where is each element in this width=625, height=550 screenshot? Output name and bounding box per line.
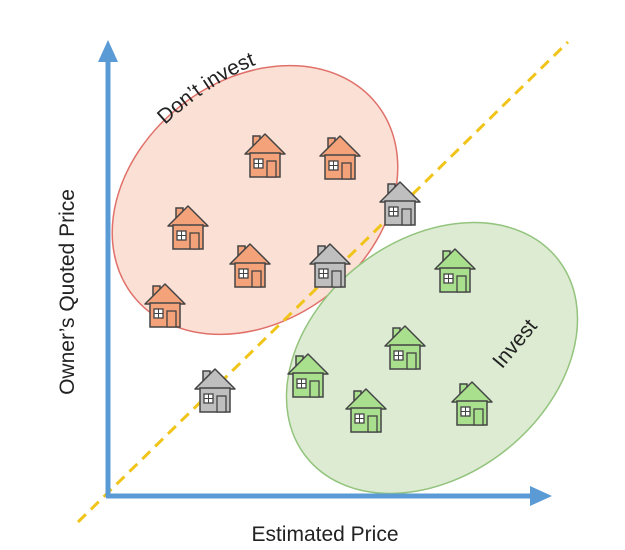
x-axis-arrow-icon: [530, 486, 552, 506]
house-icon-neutral-8: [194, 368, 236, 413]
x-axis-label: Estimated Price: [251, 523, 398, 546]
y-axis-label: Owner’s Quoted Price: [56, 189, 79, 395]
y-axis-arrow-icon: [98, 40, 118, 62]
